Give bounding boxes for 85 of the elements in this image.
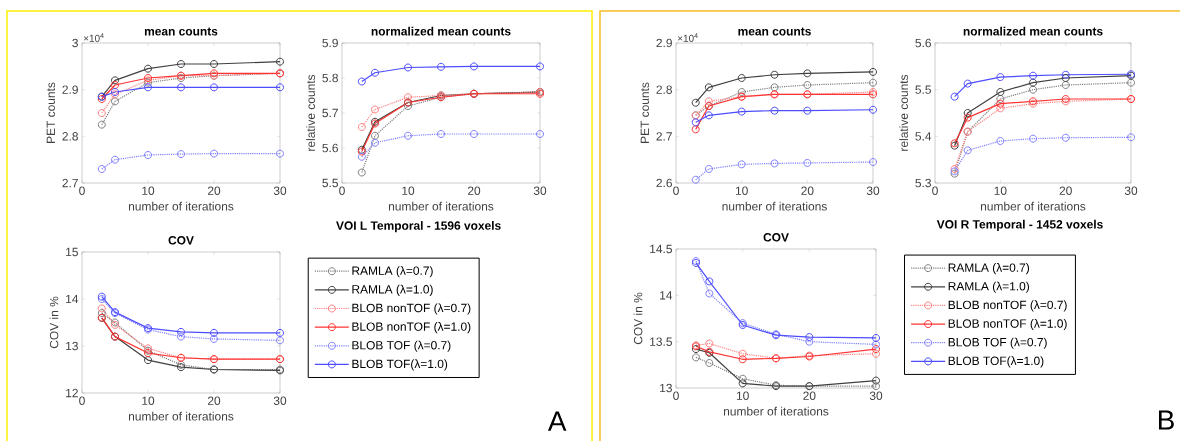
legend-label: BLOB nonTOF (λ=0.7) (352, 303, 471, 315)
x-tick-label: 20 (801, 186, 814, 195)
text: ×10$^{4}$ (83, 33, 104, 42)
y-axis-title: relative counts (899, 74, 909, 151)
x-tick-label: 30 (869, 391, 883, 400)
legend-title: VOI R Temporal - 1452 voxels (936, 219, 1103, 231)
x-axis-title: number of iterations (128, 411, 234, 421)
x-axis-title: number of iterations (128, 201, 234, 211)
x-tick-label: 30 (866, 186, 880, 195)
y-tick-label: 2.7 (656, 132, 672, 141)
legend-label: RAMLA (λ=0.7) (948, 263, 1030, 275)
y-axis-title: PET counts (640, 82, 650, 143)
x-tick-label: 20 (207, 396, 221, 405)
chart-title: normalized mean counts (963, 26, 1103, 36)
y-tick-label: 13.5 (650, 337, 672, 346)
legend-label: BLOB TOF (λ=0.7) (948, 337, 1047, 349)
legend-label: BLOB nonTOF (λ=1.0) (352, 322, 471, 334)
x-axis-title: number of iterations (723, 406, 829, 416)
chart-title: COV (763, 233, 789, 242)
y-tick-label: 13 (660, 383, 672, 393)
y-tick-label: 2.7 (62, 178, 78, 188)
x-tick-label: 30 (273, 186, 287, 195)
y-tick-label: 5.7 (322, 108, 338, 118)
legend-label: BLOB TOF(λ=1.0) (948, 356, 1044, 368)
x-tick-label: 10 (994, 186, 1007, 195)
y-tick-label: 5.6 (322, 143, 338, 153)
x-tick-label: 20 (803, 391, 816, 400)
legend-label: BLOB nonTOF (λ=0.7) (948, 300, 1067, 312)
y-tick-label: 13 (66, 341, 78, 351)
y-axis-title: relative counts (306, 74, 316, 151)
y-tick-label: 2.8 (62, 132, 78, 141)
x-axis-title: number of iterations (722, 201, 827, 211)
legend-label: BLOB nonTOF (λ=1.0) (948, 318, 1067, 331)
y-tick-label: 5.6 (915, 38, 931, 48)
y-tick-label: 2.9 (62, 85, 78, 94)
x-tick-label: 20 (1059, 186, 1072, 195)
y-tick-label: 14 (660, 291, 673, 300)
legend-label: BLOB TOF (λ=0.7) (352, 340, 451, 352)
chart-title: mean counts (144, 27, 218, 36)
chart-title: COV (168, 236, 194, 245)
text: ×10$^{4}$ (677, 33, 698, 42)
x-tick-label: 0 (79, 186, 85, 195)
y-tick-label: 3 (72, 38, 78, 48)
x-tick-label: 10 (735, 186, 748, 195)
y-axis-title: COV in % (49, 296, 59, 349)
legend-label: RAMLA (λ=1.0) (948, 281, 1030, 293)
x-axis-title: number of iterations (388, 201, 494, 211)
x-tick-label: 0 (673, 186, 679, 195)
y-tick-label: 14.5 (650, 244, 672, 254)
y-tick-label: 5.3 (915, 178, 931, 188)
y-tick-label: 5.5 (322, 178, 338, 188)
y-axis-title: COV in % (633, 292, 643, 345)
y-tick-label: 2.6 (656, 178, 672, 188)
y-tick-label: 15 (66, 247, 78, 257)
y-tick-label: 2.8 (656, 85, 672, 94)
y-tick-label: 5.5 (915, 85, 931, 94)
x-tick-label: 0 (79, 396, 85, 405)
x-tick-label: 0 (932, 186, 938, 195)
y-tick-label: 12 (66, 388, 78, 398)
x-tick-label: 30 (533, 186, 547, 195)
y-tick-label: 2.9 (656, 38, 672, 48)
y-tick-label: 14 (66, 294, 79, 304)
legend-label: BLOB TOF(λ=1.0) (352, 359, 448, 371)
legend-label: RAMLA (λ=0.7) (352, 266, 433, 278)
x-tick-label: 20 (467, 186, 481, 195)
x-tick-label: 10 (142, 396, 155, 405)
legend-label: RAMLA (λ=1.0) (352, 284, 433, 296)
x-tick-label: 10 (142, 186, 155, 195)
chart-title: mean counts (738, 27, 811, 36)
text: A (547, 411, 567, 431)
x-tick-label: 30 (1124, 186, 1138, 195)
x-tick-label: 10 (736, 391, 749, 400)
x-tick-label: 0 (673, 391, 679, 400)
y-tick-label: 5.8 (322, 73, 338, 83)
x-tick-label: 20 (207, 186, 221, 195)
x-axis-title: number of iterations (980, 201, 1086, 211)
text: B (1158, 410, 1174, 430)
y-axis-title: PET counts (46, 82, 56, 143)
x-tick-label: 0 (339, 186, 345, 195)
x-tick-label: 30 (273, 396, 287, 405)
chart-title: normalized mean counts (371, 26, 511, 36)
legend-title: VOI L Temporal - 1596 voxels (336, 221, 501, 233)
y-tick-label: 5.9 (322, 38, 338, 48)
x-tick-label: 10 (402, 186, 415, 195)
y-tick-label: 5.4 (915, 132, 932, 141)
